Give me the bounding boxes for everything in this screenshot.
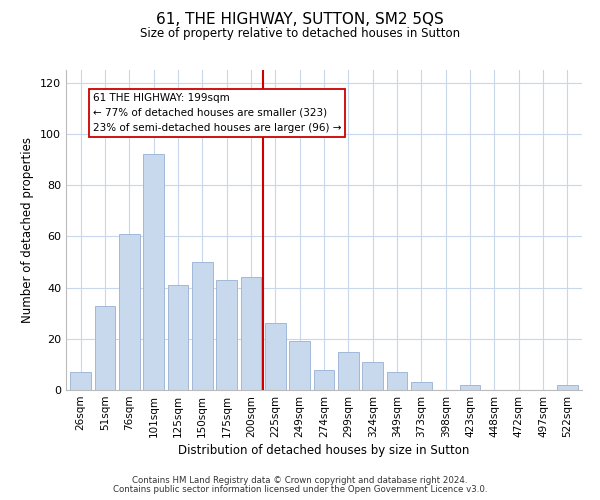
Bar	[314, 370, 334, 390]
Y-axis label: Number of detached properties: Number of detached properties	[22, 137, 34, 323]
Bar	[386, 372, 407, 390]
Bar	[265, 324, 286, 390]
Text: 61, THE HIGHWAY, SUTTON, SM2 5QS: 61, THE HIGHWAY, SUTTON, SM2 5QS	[156, 12, 444, 28]
Bar	[95, 306, 115, 390]
Bar	[362, 362, 383, 390]
Bar	[119, 234, 140, 390]
Bar	[192, 262, 212, 390]
Text: Contains public sector information licensed under the Open Government Licence v3: Contains public sector information licen…	[113, 485, 487, 494]
Bar	[143, 154, 164, 390]
Bar	[167, 285, 188, 390]
Text: 61 THE HIGHWAY: 199sqm
← 77% of detached houses are smaller (323)
23% of semi-de: 61 THE HIGHWAY: 199sqm ← 77% of detached…	[93, 93, 341, 132]
X-axis label: Distribution of detached houses by size in Sutton: Distribution of detached houses by size …	[178, 444, 470, 457]
Text: Size of property relative to detached houses in Sutton: Size of property relative to detached ho…	[140, 28, 460, 40]
Bar	[241, 278, 262, 390]
Bar	[411, 382, 432, 390]
Bar	[557, 385, 578, 390]
Bar	[216, 280, 237, 390]
Bar	[460, 385, 481, 390]
Bar	[289, 342, 310, 390]
Bar	[338, 352, 359, 390]
Text: Contains HM Land Registry data © Crown copyright and database right 2024.: Contains HM Land Registry data © Crown c…	[132, 476, 468, 485]
Bar	[70, 372, 91, 390]
